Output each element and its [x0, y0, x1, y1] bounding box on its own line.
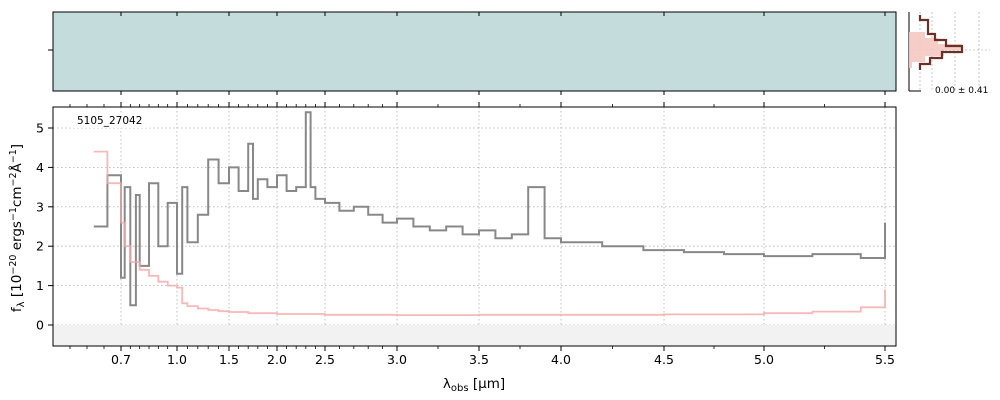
histogram-panel: 0.00 ± 0.41	[908, 12, 990, 96]
x-tick-label: 5.0	[754, 352, 774, 367]
spectrum-1d-series	[93, 111, 886, 316]
y-axis-label: fλ [10−20 ergs−1cm−2Å−1]	[8, 144, 27, 312]
spectrum-2d-ticks	[48, 12, 886, 95]
y-tick-label: 4	[36, 160, 44, 175]
x-tick-label: 4.0	[551, 352, 571, 367]
y-tick-label: 2	[36, 239, 44, 254]
x-tick-label: 1.0	[167, 352, 187, 367]
spectrum-1d-panel: 0.7 1.0 1.5 2.0 2.5 3.0 3.5 4.0 4.5 5.0 5.5012345 …	[8, 102, 897, 394]
histogram-model-fill	[909, 32, 962, 68]
spectrum-1d-grid	[53, 107, 896, 346]
flux-series-line	[93, 111, 886, 307]
error-series-line	[93, 150, 886, 316]
x-tick-label: 5.5	[875, 352, 895, 367]
histogram-stat-label: 0.00 ± 0.41	[935, 86, 988, 96]
spectrum-2d-background	[53, 12, 896, 91]
spectrum-2d-frame	[52, 11, 897, 92]
x-axis-label: λobs [μm]	[443, 376, 505, 394]
spectrum-1d-frame	[52, 106, 897, 347]
histogram-step-line	[918, 15, 964, 70]
x-tick-label: 1.5	[219, 352, 239, 367]
spectrum-2d-panel	[48, 11, 897, 95]
x-tick-label: 2.0	[267, 352, 287, 367]
spectrum-1d-ticks: 0.7 1.0 1.5 2.0 2.5 3.0 3.5 4.0 4.5 5.0 5.5 0 1 2 3 4 5	[36, 102, 895, 367]
x-tick-label: 3.0	[387, 352, 407, 367]
x-tick-label: 4.5	[654, 352, 674, 367]
y-tick-label: 5	[36, 121, 44, 136]
negative-region-shade	[53, 325, 896, 346]
x-tick-label: 3.5	[469, 352, 489, 367]
spectrum-id-box	[70, 113, 150, 128]
y-tick-label: 1	[36, 278, 44, 293]
x-tick-label: 0.7	[111, 352, 131, 367]
spectrum-id-label: 5105_27042	[77, 115, 142, 127]
x-tick-label: 2.5	[315, 352, 335, 367]
y-tick-label: 0	[36, 318, 44, 333]
y-tick-label: 3	[36, 199, 44, 214]
